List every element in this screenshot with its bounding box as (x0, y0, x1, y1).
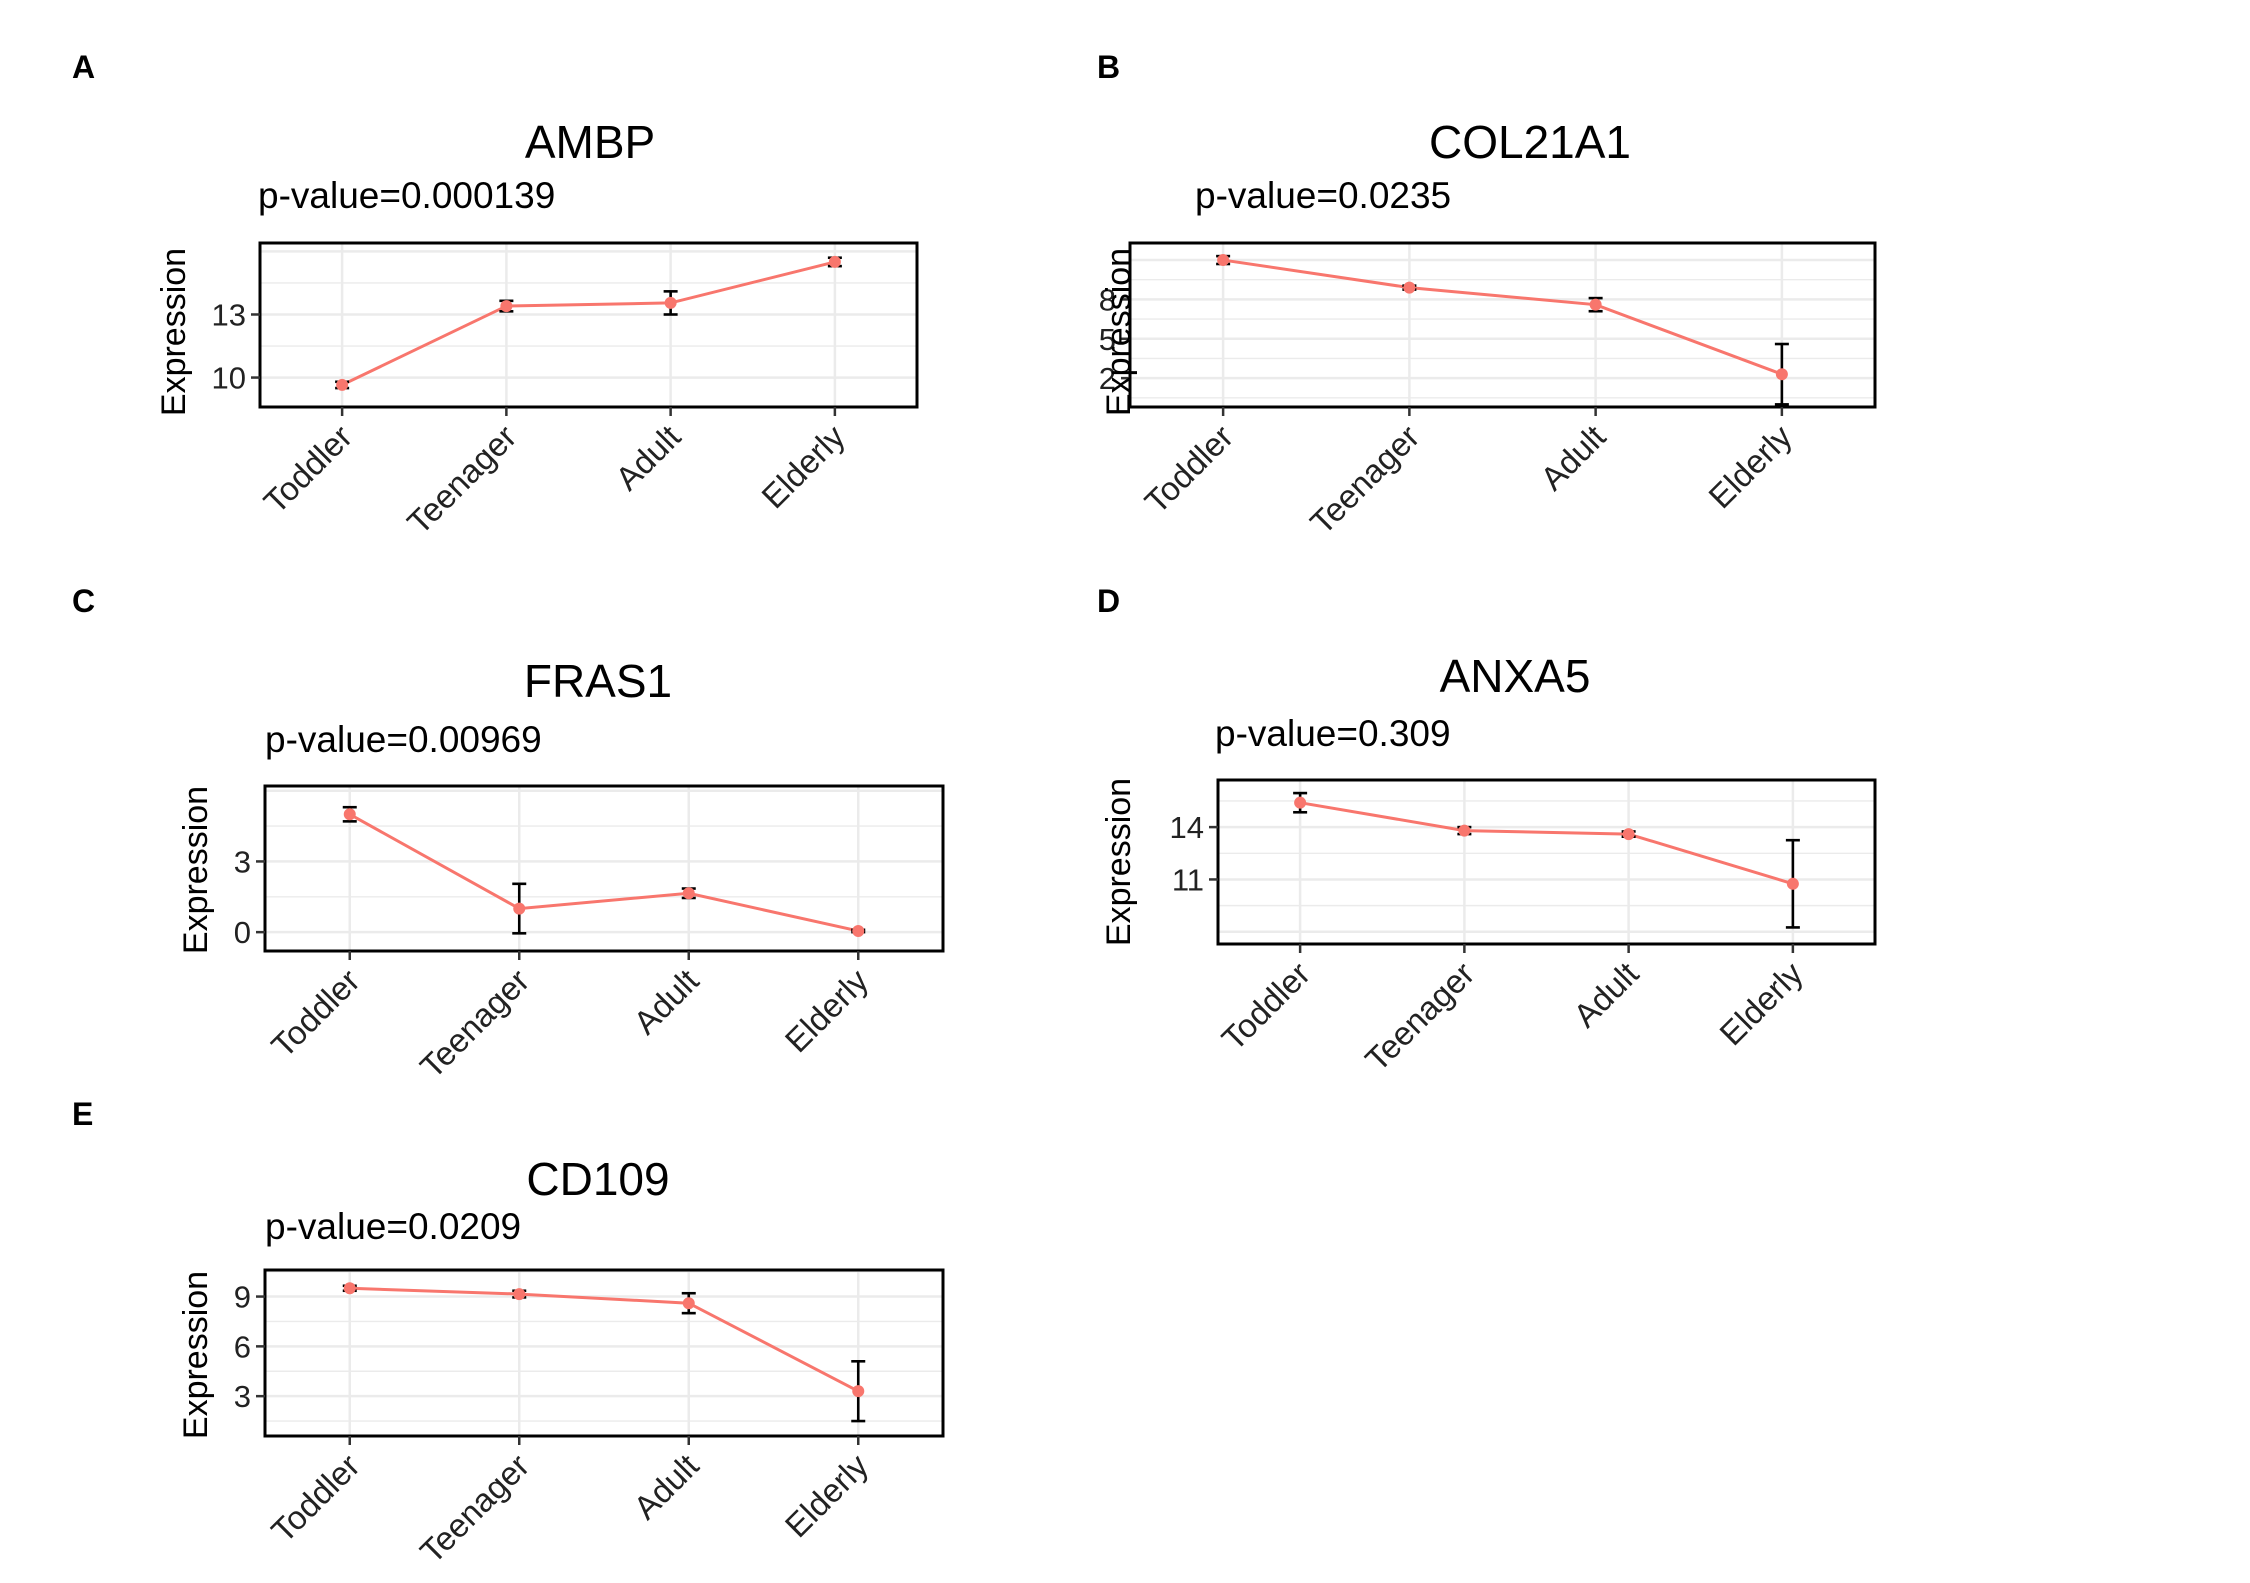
chart-subtitle-d: p-value=0.309 (1215, 713, 1451, 754)
plot-frame-a (258, 241, 919, 409)
chart-title-b: COL21A1 (1429, 116, 1631, 168)
x-tick-label-teenager: Teenager (413, 962, 536, 1085)
panel-letter-d: D (1097, 583, 1120, 619)
panel-letter-c: C (72, 583, 95, 619)
x-tick-label-elderly: Elderly (778, 1446, 876, 1544)
data-point (513, 902, 526, 915)
series-line-a (341, 260, 836, 387)
data-point (682, 1297, 695, 1310)
chart-title-c: FRAS1 (524, 655, 672, 707)
x-tick-label-toddler: Toddler (1137, 418, 1240, 521)
plot-frame-b (1128, 241, 1877, 409)
x-tick-label-adult: Adult (1566, 955, 1645, 1034)
chart-title-a: AMBP (525, 116, 655, 168)
plot-area-b (1130, 243, 1875, 407)
plot-frame-e (263, 1268, 945, 1438)
chart-subtitle-c: p-value=0.00969 (265, 719, 542, 760)
panel-letter-b: B (1097, 49, 1120, 85)
data-point (1589, 298, 1602, 311)
x-tick-label-elderly: Elderly (1712, 954, 1810, 1052)
panel-a: A AMBP p-value=0.000139 10 13 Toddler Teenager… (72, 49, 919, 541)
x-tick-label-teenager: Teenager (400, 418, 523, 541)
data-point (682, 887, 695, 900)
panel-letter-a: A (72, 49, 95, 85)
data-point (852, 1385, 865, 1398)
y-tick-label: 9 (234, 1280, 251, 1315)
y-axis-label-c: Expression (177, 786, 215, 954)
x-tick-label-teenager: Teenager (1358, 955, 1481, 1078)
x-tick-label-teenager: Teenager (1303, 418, 1426, 541)
y-axis-label-a: Expression (155, 248, 193, 416)
y-axis-label-e: Expression (177, 1271, 215, 1439)
x-tick-label-adult: Adult (1533, 418, 1612, 497)
data-point (1775, 368, 1788, 381)
data-point (500, 300, 513, 313)
data-point (1458, 824, 1471, 837)
y-tick-label: 3 (234, 844, 251, 879)
data-point (852, 924, 865, 937)
x-tick-label-elderly: Elderly (754, 417, 852, 515)
data-point (1294, 796, 1307, 809)
plot-frame-c (263, 784, 945, 953)
series-line-c (349, 812, 859, 933)
data-point (343, 808, 356, 821)
y-tick-label: 0 (234, 915, 251, 950)
plot-area-e (265, 1270, 943, 1436)
y-tick-label: 10 (212, 361, 246, 396)
y-axis-label-b: Expression (1100, 248, 1138, 416)
plot-frame-d (1216, 778, 1877, 946)
x-tick-label-toddler: Toddler (264, 962, 367, 1065)
x-tick-label-elderly: Elderly (1701, 417, 1799, 515)
data-point (343, 1282, 356, 1295)
plot-area-a (260, 243, 917, 407)
chart-subtitle-e: p-value=0.0209 (265, 1206, 521, 1247)
x-tick-label-adult: Adult (608, 418, 687, 497)
series-line-e (349, 1286, 859, 1393)
data-point (664, 296, 677, 309)
panel-letter-e: E (72, 1096, 93, 1132)
panel-c: C FRAS1 p-value=0.00969 0 3 Toddler Teenager Ad… (72, 583, 945, 1085)
x-tick-label-adult: Adult (626, 962, 705, 1041)
x-tick-label-teenager: Teenager (413, 1447, 536, 1570)
chart-subtitle-b: p-value=0.0235 (1195, 175, 1451, 216)
y-tick-label: 3 (234, 1379, 251, 1414)
y-tick-label: 8 (1099, 282, 1116, 317)
y-tick-label: 13 (212, 297, 246, 332)
x-tick-label-elderly: Elderly (778, 961, 876, 1059)
y-axis-label-d: Expression (1100, 778, 1138, 946)
series-line-d (1299, 801, 1794, 886)
chart-title-d: ANXA5 (1440, 650, 1591, 702)
chart-title-e: CD109 (526, 1153, 669, 1205)
x-tick-label-adult: Adult (626, 1447, 705, 1526)
y-tick-label: 14 (1170, 810, 1204, 845)
panel-b: B COL21A1 p-value=0.0235 2 5 8 Toddler Teenager… (1097, 49, 1877, 541)
x-tick-label-toddler: Toddler (1214, 955, 1317, 1058)
y-tick-label: 5 (1099, 322, 1116, 357)
data-point (1217, 254, 1230, 267)
data-point (336, 378, 349, 391)
y-tick-label: 11 (1172, 862, 1204, 897)
data-point (513, 1288, 526, 1301)
y-tick-label: 2 (1099, 361, 1116, 396)
data-point (1622, 828, 1635, 841)
x-tick-label-toddler: Toddler (264, 1447, 367, 1550)
chart-subtitle-a: p-value=0.000139 (258, 175, 555, 216)
y-tick-label: 6 (234, 1329, 251, 1364)
data-point (828, 255, 841, 268)
panel-d: D ANXA5 p-value=0.309 11 14 Toddler Teenager Ad… (1097, 583, 1877, 1078)
data-point (1786, 877, 1799, 890)
data-point (1403, 281, 1416, 294)
series-line-b (1222, 258, 1783, 376)
x-tick-label-toddler: Toddler (256, 418, 359, 521)
